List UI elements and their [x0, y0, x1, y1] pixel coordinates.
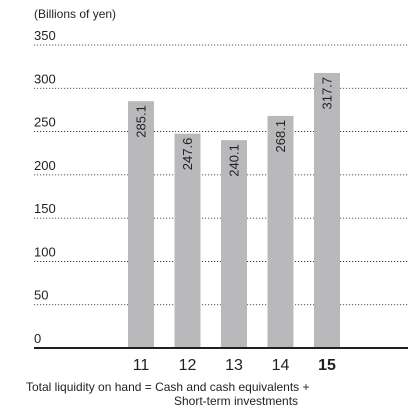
data-label-15: 317.7	[320, 77, 335, 110]
y-tick-label: 300	[34, 71, 56, 86]
bar-13	[221, 140, 247, 348]
data-label-12: 247.6	[180, 138, 195, 171]
y-tick-label: 50	[34, 288, 48, 303]
y-tick-label: 0	[34, 331, 41, 346]
category-label-11: 11	[133, 357, 150, 374]
y-tick-label: 250	[34, 115, 56, 130]
category-label-12: 12	[179, 357, 197, 374]
category-label-14: 14	[272, 357, 290, 374]
bar-11	[128, 101, 154, 348]
bar-14	[267, 115, 294, 348]
y-axis-unit-label: (Billions of yen)	[34, 7, 116, 21]
footnote-line-1: Total liquidity on hand = Cash and cash …	[26, 380, 310, 394]
category-label-15: 15	[318, 357, 336, 374]
data-label-14: 268.1	[273, 120, 288, 153]
data-label-13: 240.1	[227, 144, 242, 177]
y-tick-label: 100	[34, 244, 56, 259]
footnote: Total liquidity on hand = Cash and cash …	[26, 380, 406, 408]
data-label-11: 285.1	[134, 105, 149, 138]
y-tick-label: 350	[34, 28, 56, 43]
y-tick-label: 200	[34, 158, 56, 173]
y-tick-labels: 0 50 100 150 200 250 300 350	[34, 28, 56, 346]
footnote-line-2: Short-term investments	[174, 394, 299, 408]
bar-chart: (Billions of yen) 050100150200250300350 …	[34, 7, 408, 374]
y-tick-label: 150	[34, 201, 56, 216]
category-label-13: 13	[225, 357, 243, 374]
bars: 285.1 247.6 240.1 268.1 317.7	[128, 72, 340, 348]
bar-15	[314, 72, 340, 348]
bar-12	[174, 133, 201, 348]
category-labels: 11 12 13 14 15	[133, 357, 336, 374]
